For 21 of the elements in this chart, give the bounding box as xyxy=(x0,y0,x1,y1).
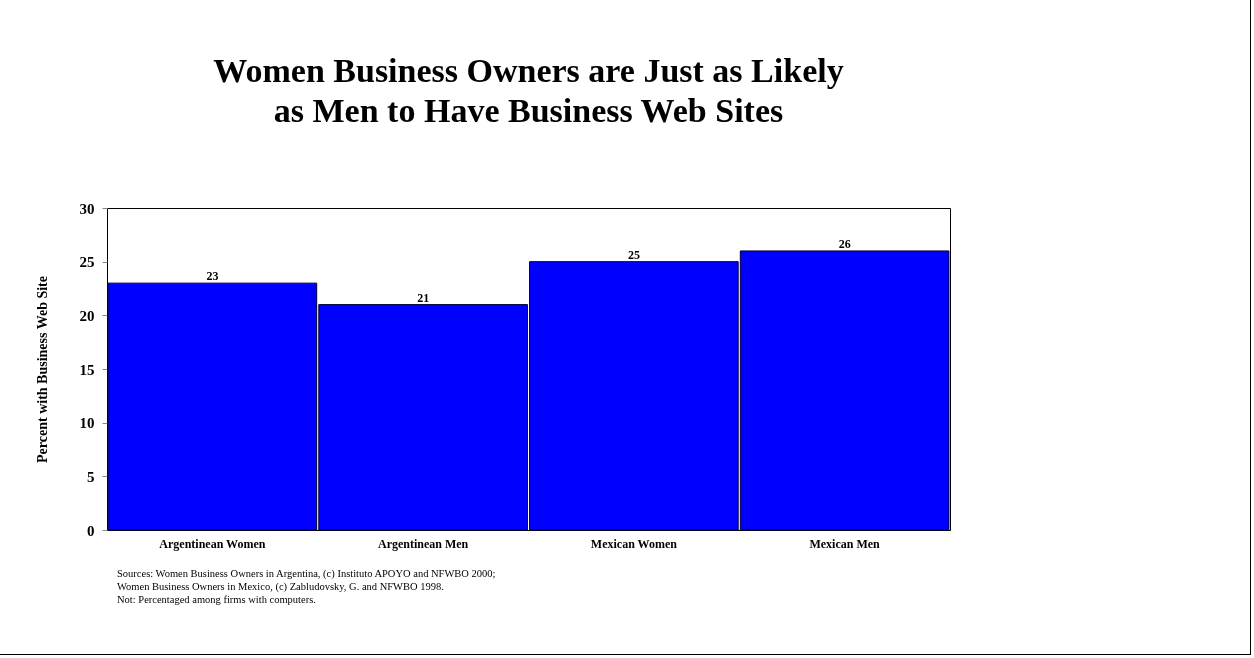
data-label: 25 xyxy=(627,247,640,262)
source-note: Sources: Women Business Owners in Argentina, (c) Instituto APOYO and NFWBO 2000; xyxy=(117,567,496,580)
text: Women Business Owners are Just as Likely xyxy=(213,52,844,89)
x-tick-label: Argentinean Women xyxy=(159,536,266,551)
data-label: 26 xyxy=(838,236,851,251)
data-label: 21 xyxy=(417,290,430,305)
y-tick-label: 30 xyxy=(79,200,95,217)
x-tick-label: Mexican Men xyxy=(809,536,881,551)
text: as Men to Have Business Web Sites xyxy=(273,92,784,129)
y-axis-title: Percent with Business Web Site xyxy=(34,276,50,463)
text: Not: Percentaged among firms with computers. xyxy=(117,593,317,606)
y-tick-label: 25 xyxy=(79,254,95,271)
data-label: 23 xyxy=(206,269,219,284)
text: Women Business Owners in Mexico, (c) Zabludovsky, G. and NFWBO 1998. xyxy=(117,580,445,593)
x-tick-label: Argentinean Men xyxy=(377,536,469,551)
x-tick-label: Mexican Women xyxy=(590,536,678,551)
y-tick-label: 15 xyxy=(79,361,95,378)
y-tick-label: 0 xyxy=(87,522,95,539)
y-tick-label: 5 xyxy=(87,468,95,485)
y-tick-label: 10 xyxy=(79,415,95,432)
y-tick-label: 20 xyxy=(79,307,95,324)
